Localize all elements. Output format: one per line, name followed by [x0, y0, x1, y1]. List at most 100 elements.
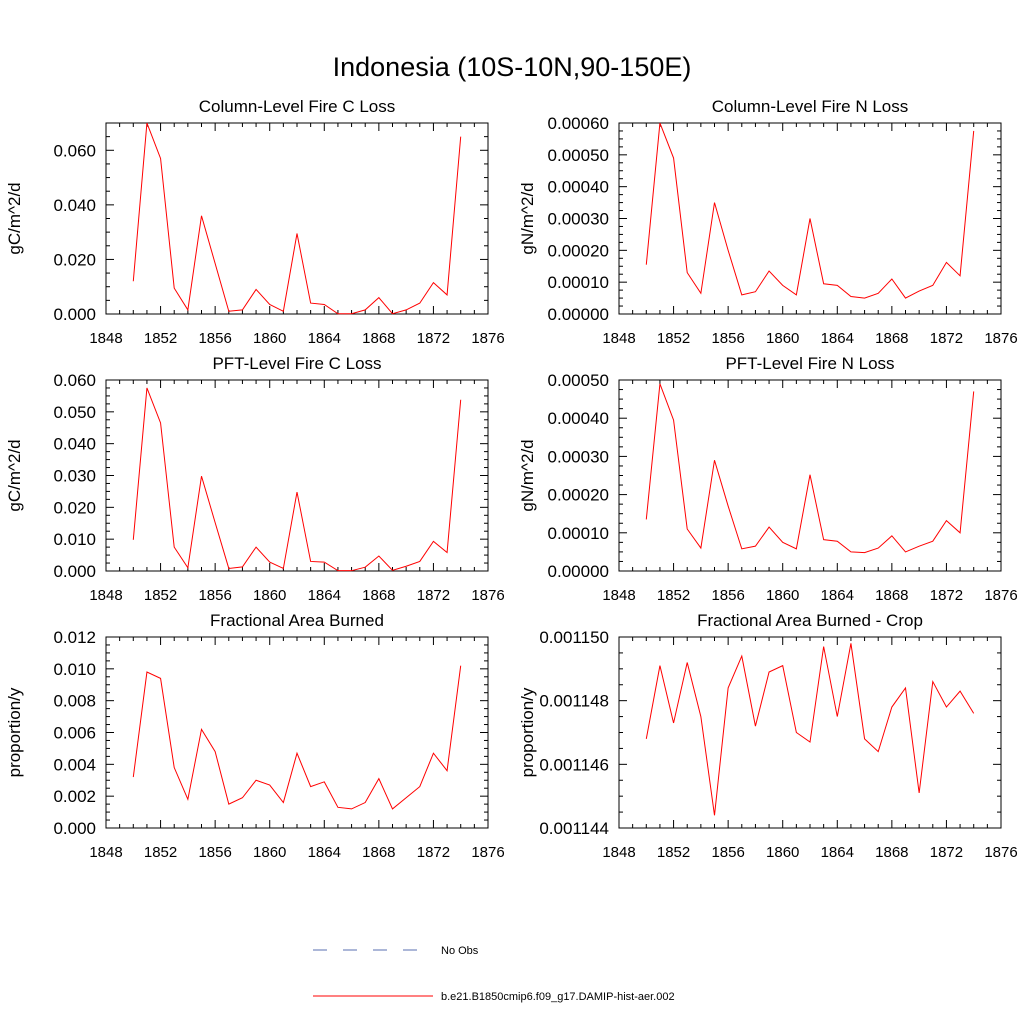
x-tick-label: 1872 — [417, 587, 450, 604]
y-tick-label: 0.00030 — [548, 447, 609, 466]
y-tick-label: 0.060 — [53, 371, 96, 390]
y-tick-label: 0.00060 — [548, 114, 609, 133]
chart-panel-4: PFT-Level Fire N Loss gN/m^2/d 1848 1852 185… — [518, 354, 1018, 604]
x-tick-label: 1848 — [602, 844, 635, 861]
y-tick-label: 0.00010 — [548, 273, 609, 292]
x-tick-label: 1864 — [308, 844, 341, 861]
x-tick-label: 1848 — [602, 330, 635, 347]
y-tick-label: 0.001150 — [539, 628, 609, 647]
plot-frame — [105, 636, 489, 829]
y-tick-label: 0.010 — [53, 660, 96, 679]
x-tick-label: 1872 — [930, 330, 963, 347]
y-tick-label: 0.00050 — [548, 146, 609, 165]
x-tick-label: 1860 — [253, 330, 286, 347]
chart-title: PFT-Level Fire N Loss — [725, 354, 894, 373]
panels: Column-Level Fire C Loss gC/m^2/d 1848 1852… — [5, 97, 1018, 861]
x-tick-label: 1860 — [253, 844, 286, 861]
y-tick-label: 0.00020 — [548, 486, 609, 505]
x-tick-label: 1860 — [766, 844, 799, 861]
x-tick-label: 1848 — [89, 330, 122, 347]
x-tick-label: 1872 — [417, 844, 450, 861]
x-tick-label: 1868 — [875, 844, 908, 861]
series-line — [645, 643, 975, 816]
y-tick-label: 0.00040 — [548, 409, 609, 428]
x-tick-label: 1864 — [308, 587, 341, 604]
x-tick-label: 1872 — [930, 587, 963, 604]
y-axis-label: proportion/y — [5, 687, 24, 777]
legend-label-no-obs: No Obs — [441, 945, 479, 957]
y-tick-label: 0.020 — [53, 250, 96, 269]
x-tick-label: 1856 — [711, 844, 744, 861]
plot-frame — [105, 122, 489, 315]
x-tick-label: 1856 — [711, 587, 744, 604]
x-tick-label: 1868 — [362, 330, 395, 347]
x-tick-label: 1872 — [417, 330, 450, 347]
x-tick-label: 1868 — [362, 587, 395, 604]
y-tick-label: 0.012 — [53, 628, 96, 647]
y-tick-label: 0.006 — [53, 724, 96, 743]
chart-title: PFT-Level Fire C Loss — [212, 354, 381, 373]
x-tick-label: 1852 — [657, 587, 690, 604]
x-tick-label: 1856 — [198, 330, 231, 347]
y-tick-label: 0.008 — [53, 692, 96, 711]
x-tick-label: 1852 — [657, 844, 690, 861]
series-line — [645, 383, 975, 554]
x-tick-label: 1876 — [471, 844, 504, 861]
y-tick-label: 0.00000 — [548, 305, 609, 324]
y-tick-label: 0.00000 — [548, 562, 609, 581]
x-tick-label: 1876 — [984, 587, 1017, 604]
x-tick-label: 1876 — [471, 587, 504, 604]
x-tick-label: 1868 — [875, 330, 908, 347]
y-tick-label: 0.00010 — [548, 524, 609, 543]
y-axis-label: gN/m^2/d — [518, 439, 537, 511]
y-tick-label: 0.002 — [53, 787, 96, 806]
x-tick-label: 1876 — [984, 330, 1017, 347]
chart-panel-2: Column-Level Fire N Loss gN/m^2/d 1848 1852… — [518, 97, 1018, 347]
x-tick-label: 1852 — [144, 587, 177, 604]
y-tick-label: 0.040 — [53, 435, 96, 454]
chart-panel-5: Fractional Area Burned proportion/y 1848 18… — [5, 611, 505, 861]
x-tick-label: 1864 — [308, 330, 341, 347]
x-tick-label: 1864 — [821, 330, 854, 347]
chart-panel-3: PFT-Level Fire C Loss gC/m^2/d 1848 1852 185… — [5, 354, 505, 604]
y-axis-label: gC/m^2/d — [5, 182, 24, 254]
x-tick-label: 1876 — [471, 330, 504, 347]
y-tick-label: 0.010 — [53, 530, 96, 549]
chart-panel-6: Fractional Area Burned - Crop proportion/… — [518, 611, 1018, 861]
chart-title: Fractional Area Burned - Crop — [697, 611, 923, 630]
y-tick-label: 0.001146 — [539, 755, 609, 774]
x-tick-label: 1856 — [198, 844, 231, 861]
chart-title: Column-Level Fire C Loss — [199, 97, 396, 116]
x-tick-label: 1852 — [144, 844, 177, 861]
plot-frame — [105, 379, 489, 572]
y-axis-label: gN/m^2/d — [518, 182, 537, 254]
chart-title: Fractional Area Burned — [210, 611, 384, 630]
chart-title: Column-Level Fire N Loss — [712, 97, 909, 116]
y-tick-label: 0.001144 — [539, 819, 609, 838]
x-tick-label: 1860 — [766, 330, 799, 347]
y-tick-label: 0.020 — [53, 498, 96, 517]
y-tick-label: 0.000 — [53, 305, 96, 324]
y-tick-label: 0.00040 — [548, 178, 609, 197]
chart-panel-1: Column-Level Fire C Loss gC/m^2/d 1848 1852… — [5, 97, 505, 347]
y-tick-label: 0.004 — [53, 755, 96, 774]
figure-title: Indonesia (10S-10N,90-150E) — [333, 52, 692, 82]
y-tick-label: 0.030 — [53, 467, 96, 486]
series-line — [132, 665, 462, 810]
x-tick-label: 1872 — [930, 844, 963, 861]
x-tick-label: 1860 — [253, 587, 286, 604]
x-tick-label: 1848 — [602, 587, 635, 604]
x-tick-label: 1860 — [766, 587, 799, 604]
x-tick-label: 1856 — [711, 330, 744, 347]
series-line — [645, 122, 975, 299]
x-tick-label: 1864 — [821, 587, 854, 604]
y-tick-label: 0.040 — [53, 196, 96, 215]
x-tick-label: 1856 — [198, 587, 231, 604]
y-tick-label: 0.001148 — [539, 692, 609, 711]
y-tick-label: 0.00050 — [548, 371, 609, 390]
x-tick-label: 1868 — [362, 844, 395, 861]
y-tick-label: 0.050 — [53, 403, 96, 422]
x-tick-label: 1848 — [89, 844, 122, 861]
y-axis-label: gC/m^2/d — [5, 439, 24, 511]
